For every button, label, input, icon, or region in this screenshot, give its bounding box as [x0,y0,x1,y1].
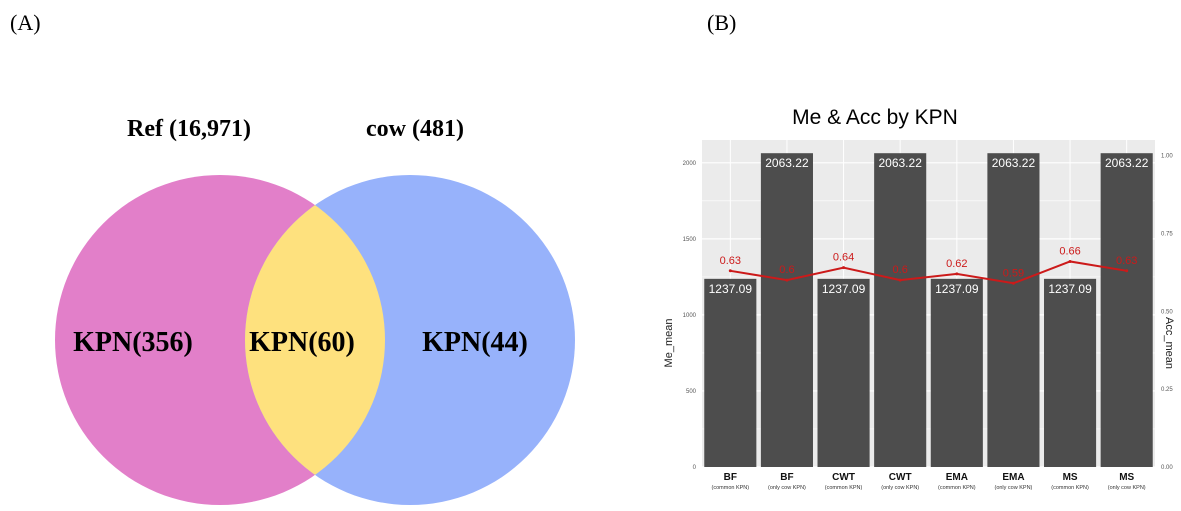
acc-point [898,278,902,282]
bar-value-label: 1237.09 [935,282,979,296]
bar [987,153,1040,467]
bar [704,278,757,467]
acc-value-label: 0.62 [946,258,967,270]
y-tick-label: 1000 [683,313,697,319]
bar [874,153,927,467]
bar [817,278,870,467]
x-tick-sublabel: (common KPN) [1051,485,1089,491]
x-tick-sublabel: (only cow KPN) [1108,485,1146,491]
venn-left-set-label: Ref (16,971) [127,116,251,142]
x-tick-label: MS [1063,472,1078,483]
x-tick-label: CWT [889,472,912,483]
acc-point [842,266,846,270]
x-tick-label: EMA [946,472,968,483]
bar [1100,153,1153,467]
panel-a-label: (A) [10,10,41,35]
y-tick-label-right: 0.25 [1161,387,1173,393]
y-tick-label: 1500 [683,237,697,243]
chart-title: Me & Acc by KPN [792,106,958,129]
venn-overlap-label: KPN(60) [249,327,355,358]
y-tick-label: 0 [693,465,697,471]
x-tick-label: BF [780,472,793,483]
venn-right-only-label: KPN(44) [422,327,528,358]
venn-overlap-region [245,175,385,505]
y-axis-label-right: Acc_mean [1163,317,1175,369]
bar [1044,278,1097,467]
x-tick-sublabel: (only cow KPN) [994,485,1032,491]
acc-point [728,269,732,273]
acc-point [785,278,789,282]
venn-diagram: Ref (16,971) cow (481) KPN(356) KPN(60) … [55,116,575,505]
x-tick-sublabel: (common KPN) [712,485,750,491]
acc-value-label: 0.66 [1059,245,1080,257]
x-tick-label: BF [724,472,737,483]
x-tick-sublabel: (only cow KPN) [881,485,919,491]
bar [760,153,813,467]
venn-right-set-label: cow (481) [366,116,464,142]
y-axis-label: Me_mean [663,319,675,368]
me-acc-chart: Me & Acc by KPN Me_mean Acc_mean 1237.09… [663,106,1175,491]
y-tick-label-right: 0.75 [1161,231,1173,237]
acc-series-line [730,260,1127,285]
acc-value-label: 0.6 [779,264,794,276]
x-tick-sublabel: (common KPN) [825,485,863,491]
bar-value-label: 2063.22 [992,156,1036,170]
bar-value-label: 1237.09 [822,282,866,296]
bar-value-label: 2063.22 [1105,156,1149,170]
acc-value-label: 0.63 [720,255,741,267]
bar-value-label: 1237.09 [709,282,753,296]
y-tick-label-right: 1.00 [1161,154,1173,160]
y-tick-label-right: 0.50 [1161,309,1173,315]
acc-point [955,272,959,276]
x-tick-sublabel: (only cow KPN) [768,485,806,491]
bar-value-label: 2063.22 [878,156,922,170]
y-tick-label-right: 0.00 [1161,465,1173,471]
acc-value-label: 0.59 [1003,267,1024,279]
x-tick-label: CWT [832,472,855,483]
acc-value-label: 0.6 [893,264,908,276]
y-tick-label: 500 [686,389,697,395]
y-tick-label: 2000 [683,161,697,167]
acc-point [1125,269,1129,273]
acc-point [1068,259,1072,263]
venn-left-only-label: KPN(356) [73,327,193,358]
bar-value-label: 1237.09 [1048,282,1092,296]
acc-value-label: 0.64 [833,252,854,264]
x-tick-label: MS [1119,472,1134,483]
acc-point [1011,281,1015,285]
bar [930,278,983,467]
x-tick-sublabel: (common KPN) [938,485,976,491]
panel-b-label: (B) [707,10,737,35]
bar-value-label: 2063.22 [765,156,809,170]
x-tick-label: EMA [1002,472,1024,483]
acc-value-label: 0.63 [1116,255,1137,267]
